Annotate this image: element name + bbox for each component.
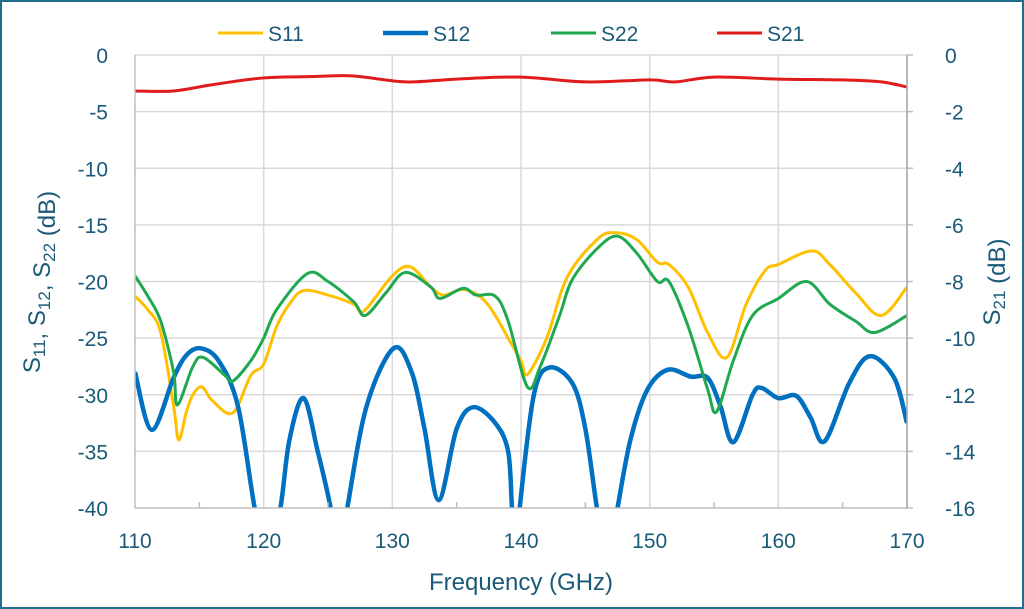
legend: S11 S12 S22 S21: [218, 23, 804, 46]
title-part: S: [24, 310, 51, 326]
legend-label-s11: S11: [268, 23, 304, 46]
y2-tick-label: -12: [945, 385, 975, 408]
legend-label-s21: S21: [767, 23, 804, 46]
y2-tick-label: -16: [945, 498, 975, 521]
y-tick-label: -20: [78, 272, 108, 295]
title-part: S: [29, 262, 56, 278]
title-part: ,: [29, 278, 56, 291]
y2-tick-label: -6: [945, 215, 964, 238]
title-part: ,: [24, 326, 51, 339]
y2-tick-label: 0: [945, 45, 957, 68]
y-tick-label: -5: [89, 102, 108, 125]
x-axis-title: Frequency (GHz): [429, 569, 613, 596]
x-tick-label: 110: [118, 530, 151, 553]
y2-tick-label: -10: [945, 328, 975, 351]
x-tick-label: 170: [889, 530, 924, 553]
series-line-s22: [135, 234, 907, 415]
axes: 110 120 130 140 150 160 1700-5-10-15-20-25-30-…: [78, 45, 976, 553]
title-subscript: 22: [40, 243, 59, 262]
y2-tick-label: -4: [945, 158, 964, 181]
title-part: (dB): [34, 191, 61, 243]
y-axis-title: S11, S12, S22 (dB): [19, 191, 61, 373]
y-tick-label: -25: [78, 328, 108, 351]
legend-label-s12: S12: [433, 23, 470, 46]
y2-tick-label: -8: [945, 272, 964, 295]
title-part: S: [979, 309, 1006, 325]
y-tick-label: -35: [78, 441, 108, 464]
series-line-s21: [135, 74, 907, 93]
y-tick-label: -30: [78, 385, 108, 408]
y-tick-label: 0: [96, 45, 108, 68]
x-tick-label: 120: [246, 530, 281, 553]
y-tick-label: -10: [78, 158, 108, 181]
y-tick-label: -15: [78, 215, 108, 238]
x-tick-label: 160: [761, 530, 796, 553]
title-part: (dB): [984, 239, 1011, 291]
grid: [135, 54, 908, 508]
series-line-s12: [135, 344, 907, 508]
legend-label-s22: S22: [601, 23, 638, 46]
title-subscript: 11: [30, 339, 49, 357]
title-subscript: 21: [990, 291, 1009, 310]
y2-axis-title: S21 (dB): [979, 239, 1011, 326]
x-tick-label: 150: [632, 530, 667, 553]
title-part: S: [19, 357, 46, 373]
y2-tick-label: -14: [945, 441, 976, 464]
y2-tick-label: -2: [945, 102, 964, 125]
plot-area: [135, 74, 907, 508]
x-tick-label: 140: [503, 530, 538, 553]
y-tick-label: -40: [78, 498, 108, 521]
x-tick-label: 130: [375, 530, 410, 553]
title-subscript: 12: [35, 291, 54, 310]
